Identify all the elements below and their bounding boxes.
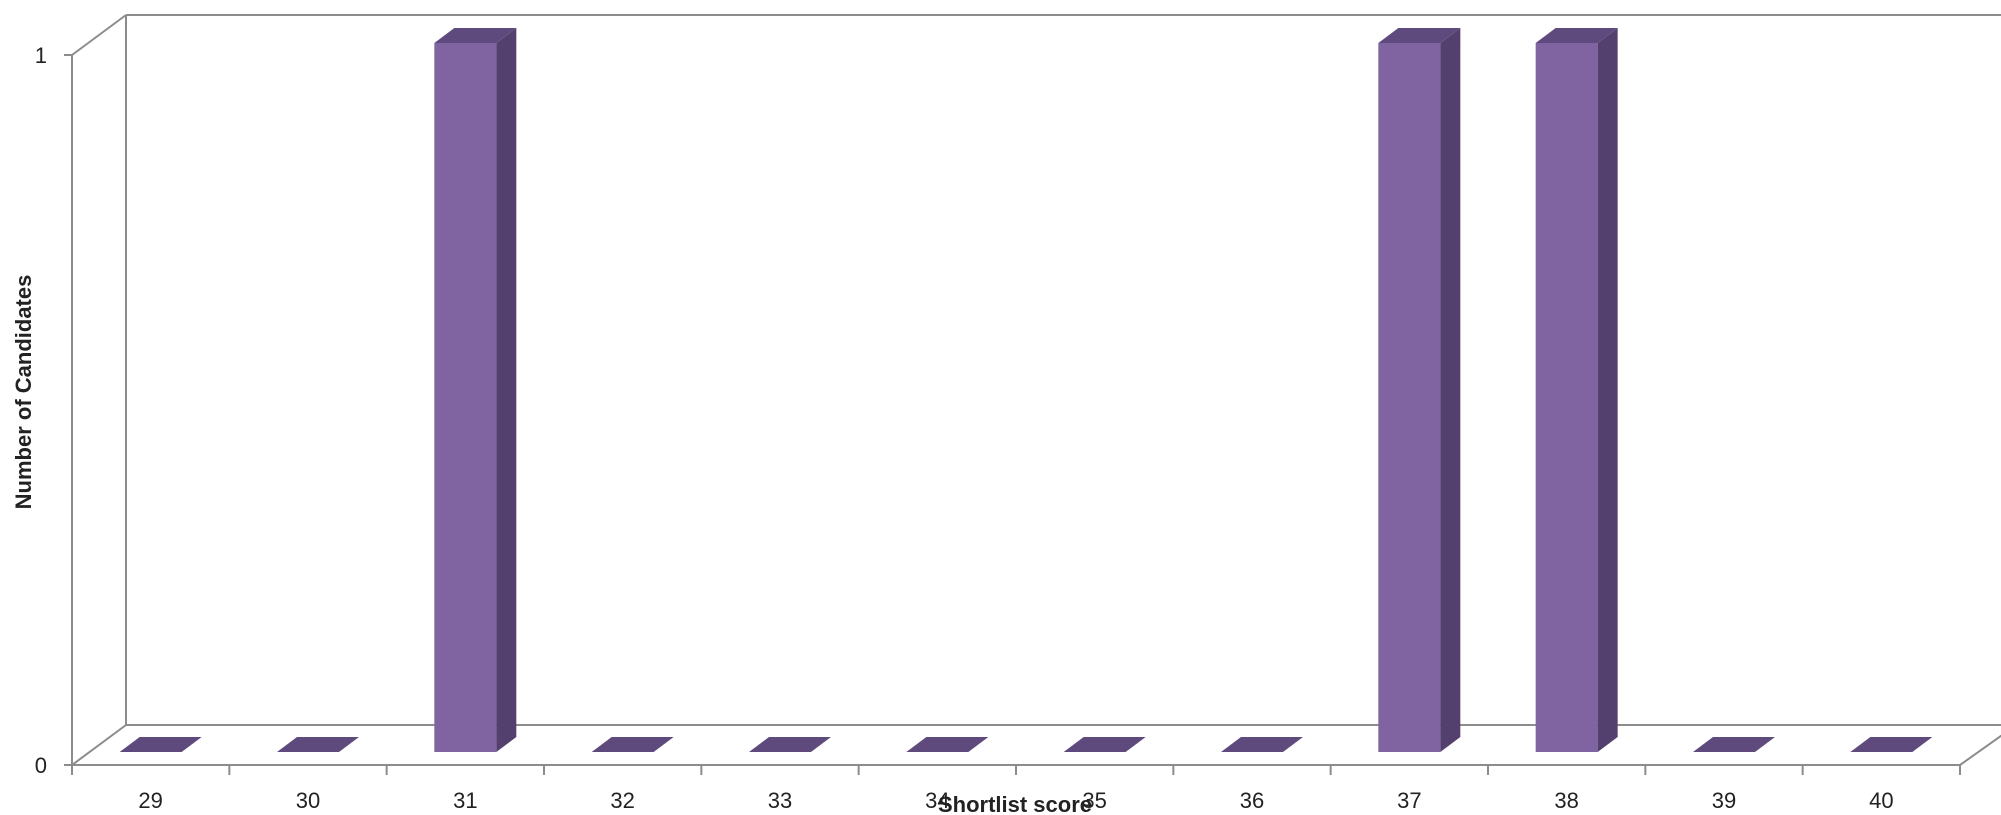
bar-front-face bbox=[1378, 43, 1441, 752]
bar-top-face bbox=[1221, 737, 1303, 752]
x-tick-label: 33 bbox=[768, 788, 792, 813]
x-tick-label: 38 bbox=[1554, 788, 1578, 813]
bar-top-face bbox=[434, 28, 517, 43]
bar-top-face bbox=[1063, 737, 1146, 752]
floor-left-edge bbox=[71, 724, 127, 766]
bar-40 bbox=[1850, 737, 1933, 752]
bar-38 bbox=[1535, 28, 1618, 752]
bar-39 bbox=[1693, 737, 1775, 752]
x-tick-label: 36 bbox=[1240, 788, 1264, 813]
bar-series bbox=[119, 28, 1933, 752]
x-tick-label: 39 bbox=[1712, 788, 1736, 813]
bar-34 bbox=[906, 737, 989, 752]
chart-axes bbox=[64, 14, 2001, 775]
bar-top-face bbox=[1535, 28, 1618, 43]
bar-top-face bbox=[1378, 28, 1461, 43]
bar-29 bbox=[119, 737, 202, 752]
x-tick-label: 29 bbox=[138, 788, 162, 813]
bar-31 bbox=[434, 28, 517, 752]
x-axis-title: Shortlist score bbox=[938, 792, 1092, 815]
bar-35 bbox=[1063, 737, 1146, 752]
y-tick-label: 0 bbox=[35, 753, 47, 778]
y-axis-title: Number of Candidates bbox=[11, 275, 36, 510]
x-tick-label: 31 bbox=[453, 788, 477, 813]
bar-top-face bbox=[906, 737, 989, 752]
x-tick-label: 34 bbox=[925, 788, 949, 813]
bar-top-face bbox=[591, 737, 674, 752]
bar-top-face bbox=[1693, 737, 1775, 752]
x-tick-label: 40 bbox=[1869, 788, 1893, 813]
bar-side-face bbox=[496, 28, 517, 752]
bar-32 bbox=[591, 737, 674, 752]
bar-33 bbox=[749, 737, 831, 752]
bar-36 bbox=[1221, 737, 1303, 752]
y-tick-label: 1 bbox=[35, 43, 47, 68]
x-tick-label: 30 bbox=[296, 788, 320, 813]
floor-right-edge bbox=[1959, 734, 2001, 766]
back-wall-top-left-edge bbox=[71, 14, 127, 56]
bar-side-face bbox=[1597, 28, 1618, 752]
bar-37 bbox=[1378, 28, 1461, 752]
x-tick-labels: 29 30 31 32 33 34 35 36 37 38 39 40 bbox=[138, 788, 1893, 813]
x-tick-label: 37 bbox=[1397, 788, 1421, 813]
bar-top-face bbox=[749, 737, 831, 752]
bar-side-face bbox=[1440, 28, 1461, 752]
bar-top-face bbox=[1850, 737, 1933, 752]
bar-front-face bbox=[434, 43, 497, 752]
bar-30 bbox=[277, 737, 359, 752]
y-tick-labels: 01 bbox=[35, 43, 47, 778]
bar-front-face bbox=[1535, 43, 1598, 752]
x-tick-label: 35 bbox=[1082, 788, 1106, 813]
bar-top-face bbox=[119, 737, 202, 752]
bar-top-face bbox=[277, 737, 359, 752]
x-tick-label: 32 bbox=[610, 788, 634, 813]
